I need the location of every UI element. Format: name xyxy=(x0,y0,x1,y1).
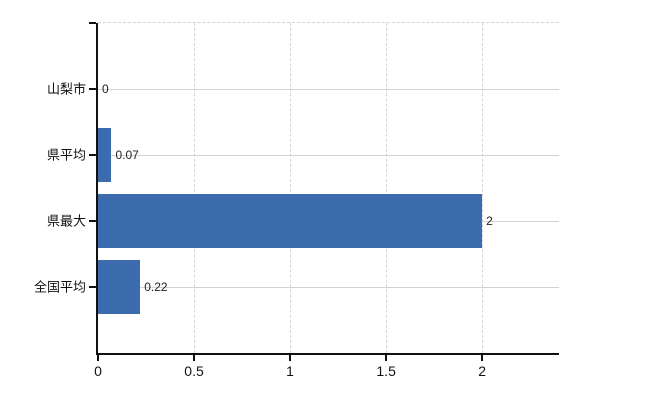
y-axis-tick xyxy=(89,154,96,156)
y-axis-category-label: 県最大 xyxy=(46,213,86,229)
x-axis-tick xyxy=(481,355,484,361)
x-axis-tick-label: 0.5 xyxy=(184,363,204,379)
x-axis-line xyxy=(96,353,559,355)
horizontal-gridline xyxy=(98,154,559,156)
x-axis-tick-label: 1 xyxy=(286,363,294,379)
x-axis-tick xyxy=(289,355,292,361)
plot-top-border xyxy=(98,22,559,23)
y-axis-tick xyxy=(89,88,96,90)
bar xyxy=(98,260,141,314)
y-axis-tick xyxy=(89,286,96,288)
horizontal-gridline xyxy=(98,286,559,288)
horizontal-gridline xyxy=(98,88,559,90)
bar-value-label: 2 xyxy=(486,214,493,228)
vertical-gridline xyxy=(482,23,484,353)
y-axis-category-label: 県平均 xyxy=(46,147,86,163)
y-axis-category-label: 山梨市 xyxy=(46,81,86,97)
bar-value-label: 0.22 xyxy=(144,280,168,294)
x-axis-tick xyxy=(97,355,99,361)
x-axis-tick-label: 1.5 xyxy=(376,363,396,379)
y-axis-line xyxy=(96,23,98,355)
y-axis-top-tick xyxy=(89,22,96,24)
bar xyxy=(98,128,112,182)
y-axis-tick xyxy=(89,220,96,222)
vertical-gridline xyxy=(194,23,196,353)
plot-area: 0 0.5 1 1.5 2 山梨市 0 県平均 0.07 県最大 2 全国平均 0.22 xyxy=(34,22,559,378)
x-axis-tick-label: 0 xyxy=(94,363,102,379)
bar-value-label: 0 xyxy=(102,82,109,96)
x-axis-tick-label: 2 xyxy=(478,363,487,379)
x-axis-tick xyxy=(193,355,196,361)
x-axis-tick xyxy=(385,355,388,361)
y-axis-category-label: 全国平均 xyxy=(33,279,86,295)
bar-value-label: 0.07 xyxy=(115,148,139,162)
bar xyxy=(98,194,483,248)
vertical-gridline xyxy=(386,23,388,353)
vertical-gridline xyxy=(290,23,292,353)
